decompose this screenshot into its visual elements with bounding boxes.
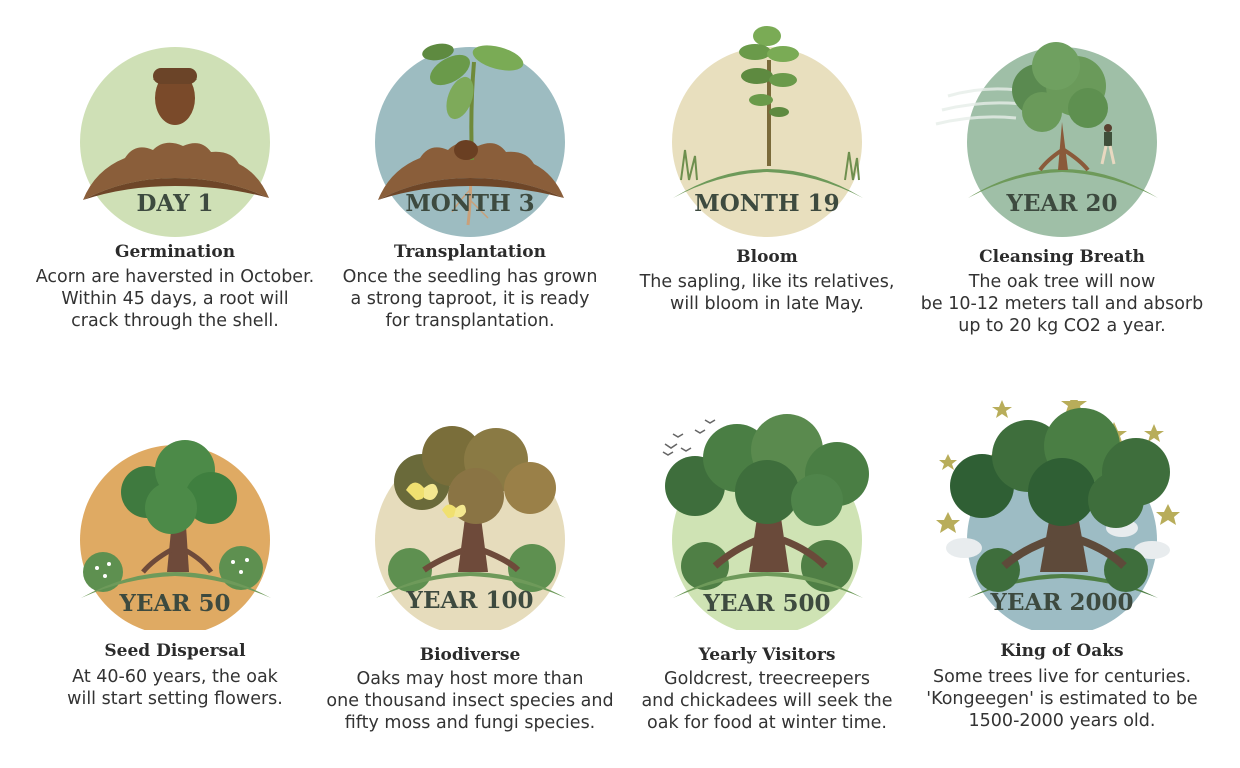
stage-title: Cleansing Breath bbox=[979, 247, 1145, 267]
stage-title: Germination bbox=[114, 242, 236, 262]
ancient-oak-illustration bbox=[936, 400, 1180, 630]
stage-title: Seed Dispersal bbox=[104, 641, 246, 661]
seedling-illustration bbox=[375, 43, 565, 237]
stage-card-year-2000: YEAR 2000 King of Oaks Some trees live f… bbox=[912, 400, 1212, 731]
acorn-illustration bbox=[80, 47, 270, 237]
flowering-oak-illustration bbox=[80, 440, 271, 630]
stage-description: At 40-60 years, the oak will start setti… bbox=[67, 667, 283, 709]
stage-card-year-100: YEAR 100 Biodiverse Oaks may host more t… bbox=[320, 400, 620, 733]
young-oak-illustration bbox=[935, 42, 1158, 237]
stage-title: Bloom bbox=[736, 247, 798, 267]
stage-label: MONTH 19 bbox=[694, 190, 840, 217]
stage-description: Goldcrest, treecreepers and chickadees w… bbox=[641, 669, 893, 733]
stage-card-year-20: YEAR 20 Cleansing Breath The oak tree wi… bbox=[912, 0, 1212, 340]
stage-description: Once the seedling has grown a strong tap… bbox=[342, 267, 598, 331]
stage-label: YEAR 2000 bbox=[990, 589, 1134, 616]
stage-title: Yearly Visitors bbox=[698, 645, 836, 665]
stage-title: Transplantation bbox=[394, 242, 546, 262]
stage-card-month-19: MONTH 19 Bloom The sapling, like its rel… bbox=[617, 0, 917, 340]
mature-oak-illustration bbox=[662, 414, 869, 630]
stage-title: King of Oaks bbox=[1000, 641, 1124, 661]
stage-label: YEAR 20 bbox=[1006, 190, 1118, 217]
stage-label: YEAR 500 bbox=[703, 590, 831, 617]
stage-card-year-50: YEAR 50 Seed Dispersal At 40-60 years, t… bbox=[25, 400, 325, 730]
stage-description: Acorn are haversted in October. Within 4… bbox=[35, 267, 315, 331]
stage-description: Some trees live for centuries. 'Kongeege… bbox=[926, 667, 1198, 731]
stage-title: Biodiverse bbox=[419, 645, 521, 665]
sapling-illustration bbox=[672, 26, 863, 237]
stage-label: YEAR 100 bbox=[406, 587, 534, 614]
stage-description: The oak tree will now be 10-12 meters ta… bbox=[920, 272, 1204, 336]
stage-description: Oaks may host more than one thousand ins… bbox=[326, 669, 614, 733]
biodiverse-oak-illustration bbox=[375, 426, 566, 630]
stage-description: The sapling, like its relatives, will bl… bbox=[639, 272, 895, 314]
stage-label: YEAR 50 bbox=[119, 590, 231, 617]
stage-card-day-1: DAY 1 Germination Acorn are haversted in… bbox=[25, 0, 325, 340]
stage-label: DAY 1 bbox=[136, 190, 214, 217]
stage-card-month-3: MONTH 3 Transplantation Once the seedlin… bbox=[320, 0, 620, 340]
stage-card-year-500: YEAR 500 Yearly Visitors Goldcrest, tree… bbox=[617, 400, 917, 733]
stage-label: MONTH 3 bbox=[405, 190, 535, 217]
